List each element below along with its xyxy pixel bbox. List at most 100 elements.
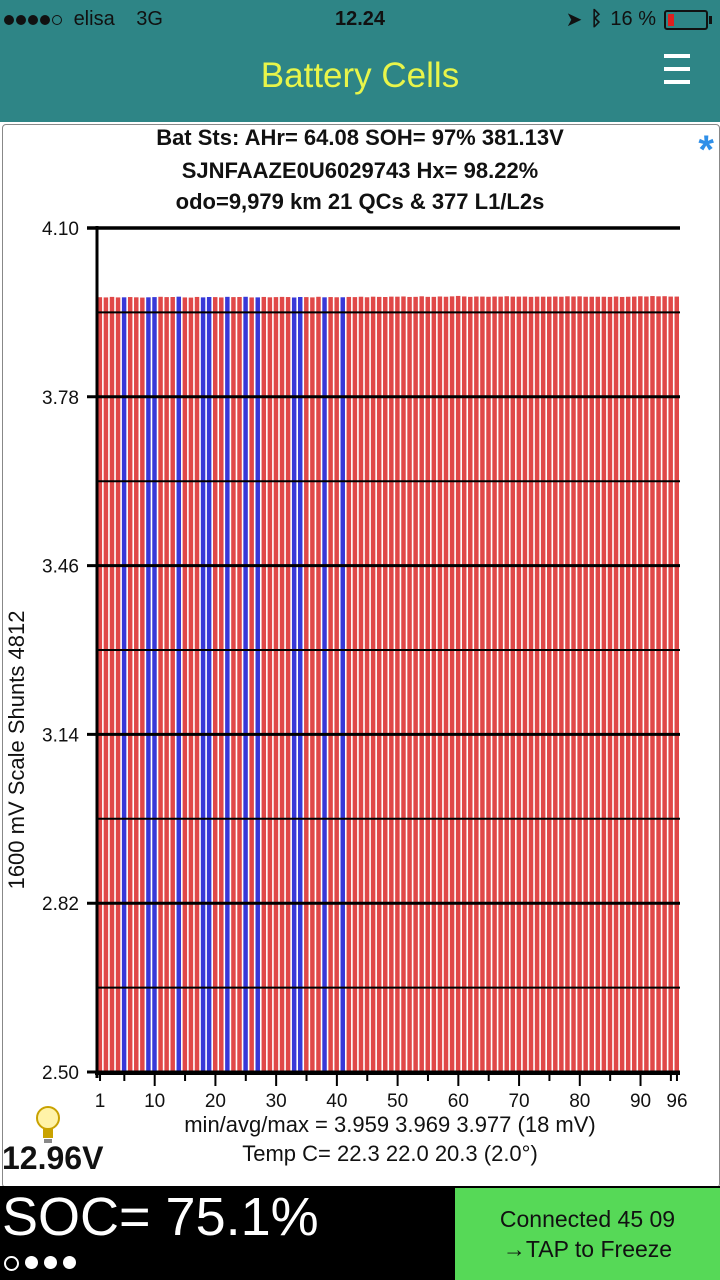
cell-bar-38: [322, 297, 327, 1072]
cell-bar-74: [540, 296, 546, 1072]
cell-bar-42: [346, 296, 352, 1072]
cell-bar-2: [103, 297, 109, 1072]
x-tick-label: 1: [95, 1091, 106, 1112]
page-title: Battery Cells: [260, 56, 460, 95]
cell-bar-28: [261, 296, 267, 1072]
aux-battery-voltage: 12.96V: [2, 1140, 104, 1176]
x-tick-label: 40: [326, 1091, 347, 1112]
cell-bar-93: [656, 296, 661, 1072]
cell-bar-84: [601, 296, 607, 1073]
cell-bar-29: [267, 297, 273, 1072]
cell-bar-31: [279, 296, 285, 1072]
signal-dot: [28, 15, 38, 25]
page-dot: [25, 1256, 38, 1269]
battery-status-line: Bat Sts: AHr= 64.08 SOH= 97% 381.13V: [156, 125, 564, 150]
x-tick-label: 90: [630, 1091, 651, 1112]
connection-status: Connected 45 09: [499, 1206, 676, 1232]
signal-dot-empty: [52, 15, 62, 25]
state-of-charge: SOC= 75.1%: [2, 1187, 319, 1247]
network-type: 3G: [136, 8, 163, 30]
page-dot-current: [4, 1256, 19, 1271]
cell-bar-59: [449, 296, 455, 1072]
cell-bar-35: [304, 297, 309, 1073]
cell-bar-90: [638, 296, 643, 1072]
freeze-hint: →TAP to Freeze: [502, 1236, 673, 1262]
cell-bar-55: [425, 296, 431, 1073]
cell-bar-11: [158, 296, 163, 1072]
cell-bar-78: [565, 296, 570, 1072]
cell-bar-30: [273, 297, 279, 1073]
y-axis-label: 1600 mV Scale Shunts 4812: [4, 611, 29, 890]
cell-bar-1: [97, 297, 103, 1073]
cell-bar-83: [595, 296, 601, 1073]
cell-bar-58: [443, 296, 449, 1073]
cell-bar-36: [310, 297, 315, 1072]
x-tick-label: 30: [266, 1091, 287, 1112]
y-tick-label: 3.46: [42, 557, 79, 578]
lightbulb-icon[interactable]: [34, 1104, 62, 1148]
x-tick-labels: 1 10 20 30 40 50 60 70 80 90 96: [95, 1091, 688, 1112]
cell-bar-44: [358, 296, 364, 1073]
cell-bar-63: [474, 296, 479, 1072]
cell-bar-79: [571, 296, 576, 1072]
battery-icon: [664, 9, 712, 30]
x-tick-label: 60: [448, 1091, 469, 1112]
cell-bar-48: [383, 297, 388, 1072]
page-indicator[interactable]: [4, 1256, 76, 1271]
connection-button[interactable]: Connected 45 09 →TAP to Freeze: [455, 1188, 720, 1280]
bar-group: [97, 295, 679, 1073]
cell-bar-68: [504, 296, 509, 1072]
cell-bar-52: [407, 296, 412, 1072]
cell-voltage-chart: 4.10 3.78 3.46 3.14 2.82 2.50 1 10 20 30 40 50 60 70…: [4, 219, 688, 1112]
vin-line: SJNFAAZE0U6029743 Hx= 98.22%: [181, 158, 539, 183]
cell-bar-94: [662, 296, 667, 1073]
cell-bar-80: [577, 296, 582, 1072]
cell-bar-61: [461, 296, 467, 1073]
cell-bar-25: [243, 296, 248, 1072]
cell-bar-20: [212, 297, 218, 1073]
cell-bar-62: [468, 296, 473, 1073]
cell-bar-69: [510, 296, 516, 1072]
cell-bar-39: [328, 297, 333, 1072]
x-tick-label: 10: [144, 1091, 165, 1112]
cell-bar-85: [607, 296, 613, 1072]
cell-bar-23: [231, 297, 236, 1073]
cell-bar-3: [109, 296, 115, 1072]
hamburger-icon[interactable]: [662, 54, 692, 93]
cell-bar-14: [176, 296, 182, 1072]
location-icon: ➤: [565, 9, 583, 31]
cell-bar-87: [619, 296, 625, 1072]
cell-bar-53: [413, 296, 418, 1073]
cell-bar-50: [395, 296, 400, 1072]
star-icon[interactable]: *: [698, 128, 714, 172]
cell-bar-10: [152, 297, 157, 1073]
y-tick-label: 4.10: [42, 219, 79, 240]
cell-bar-82: [589, 296, 594, 1073]
cell-bar-75: [547, 296, 552, 1072]
cell-bar-12: [164, 297, 169, 1073]
bluetooth-icon: ᛒ: [590, 8, 603, 30]
y-tick-labels: 4.10 3.78 3.46 3.14 2.82 2.50: [42, 219, 79, 1084]
cell-bar-37: [316, 296, 321, 1072]
battery-fill: [668, 13, 674, 26]
page-dot: [63, 1256, 76, 1269]
cell-bar-64: [480, 296, 485, 1072]
cell-bar-47: [376, 296, 382, 1072]
cell-bar-72: [528, 296, 534, 1073]
cell-bar-17: [194, 296, 200, 1072]
temperature: Temp C= 22.3 22.0 20.3 (2.0°): [242, 1141, 538, 1166]
cell-bar-60: [455, 295, 461, 1072]
cell-bar-76: [553, 296, 558, 1072]
x-tick-label: 70: [508, 1091, 529, 1112]
cell-bar-32: [285, 297, 291, 1072]
carrier-group: elisa 3G: [4, 8, 163, 31]
x-tick-label: 20: [205, 1091, 226, 1112]
cell-bar-34: [298, 297, 303, 1072]
cell-bar-8: [140, 297, 145, 1072]
cell-bar-13: [170, 297, 175, 1072]
carrier-name: elisa: [73, 8, 115, 30]
cell-bar-40: [334, 297, 339, 1072]
cell-bar-33: [291, 297, 297, 1073]
cell-bar-86: [613, 296, 619, 1072]
cell-bar-41: [340, 297, 345, 1072]
